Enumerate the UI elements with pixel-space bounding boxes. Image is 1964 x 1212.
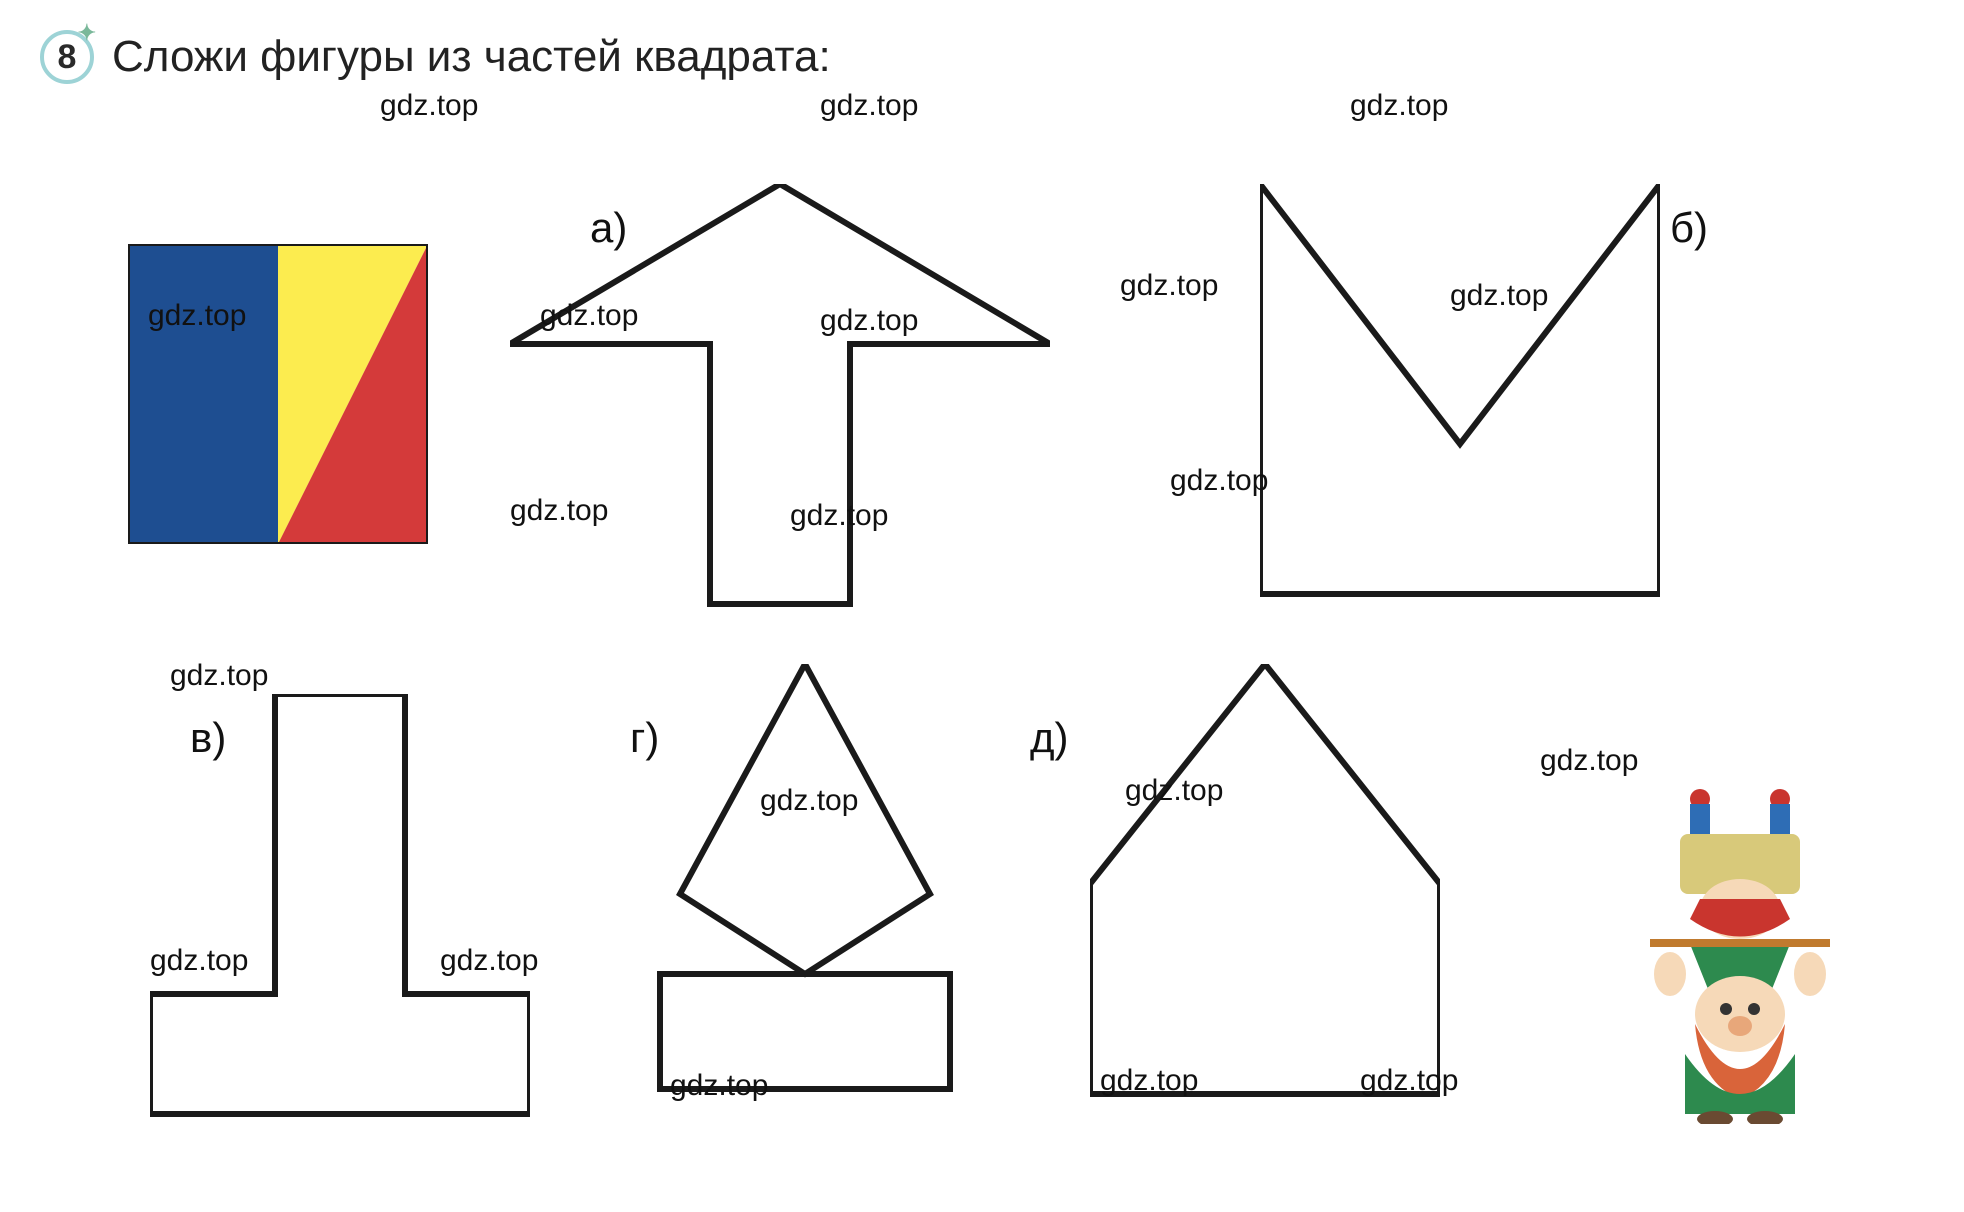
watermark: gdz.top [170, 659, 268, 693]
t-shape [150, 694, 530, 1124]
watermark: gdz.top [1540, 744, 1638, 778]
problem-number-badge: 8 ✦ [40, 30, 94, 84]
gnome-illustration [1630, 754, 1850, 1124]
star-icon: ✦ [78, 20, 96, 46]
problem-number-text: 8 [58, 38, 77, 77]
diamond-box-shape [640, 664, 970, 1094]
reference-square [128, 244, 428, 544]
label-d: д) [1030, 714, 1069, 762]
watermark: gdz.top [1120, 269, 1218, 303]
watermark: gdz.top [380, 89, 478, 123]
house-shape [1090, 664, 1440, 1104]
arrow-shape [510, 184, 1050, 614]
watermark: gdz.top [1350, 89, 1448, 123]
watermark: gdz.top [1170, 464, 1268, 498]
watermark: gdz.top [820, 89, 918, 123]
label-b: б) [1670, 204, 1708, 252]
problem-text: Сложи фигуры из частей квадрата: [112, 32, 831, 82]
problem-header: 8 ✦ Сложи фигуры из частей квадрата: [40, 30, 1924, 84]
figures-area: а) б) в) г) д) [40, 104, 1920, 1164]
m-shape [1260, 184, 1660, 604]
